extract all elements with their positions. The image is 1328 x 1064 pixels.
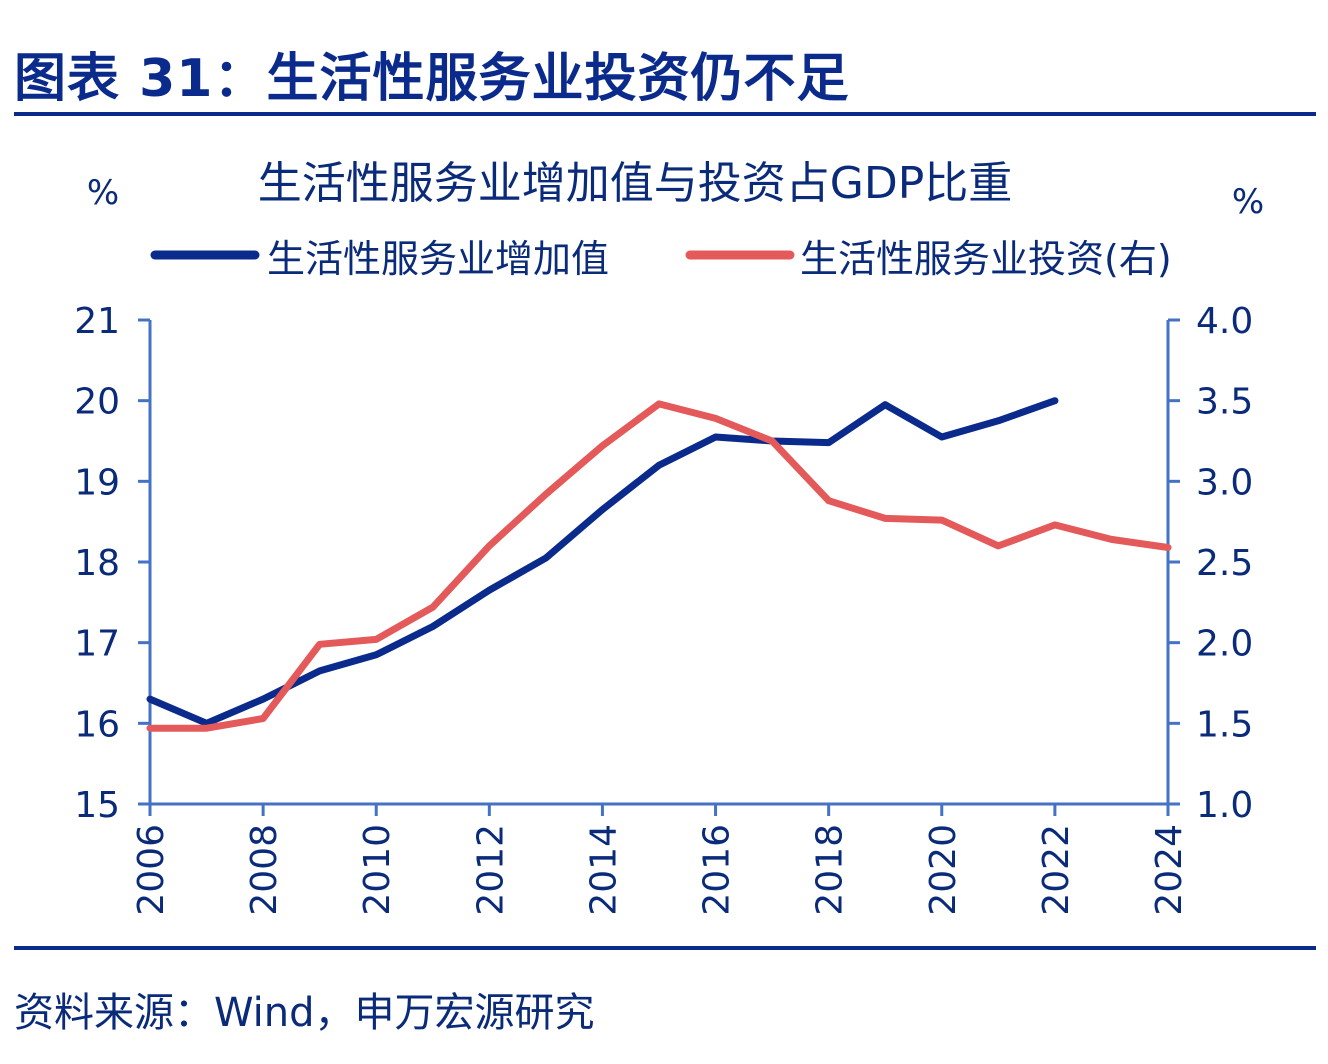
left-tick-label: 17 xyxy=(74,624,120,665)
left-tick-label: 19 xyxy=(74,462,120,503)
right-tick-label: 3.5 xyxy=(1196,382,1253,423)
data-point-investment xyxy=(655,400,663,408)
data-point-value-added xyxy=(486,587,493,594)
data-point-investment xyxy=(1108,536,1115,543)
axes: 15 16 17 18 19 20 21 1.0 1.5 2.0 2.5 3.0 3.5 4.0 2006 2… xyxy=(74,301,1253,916)
data-point-investment xyxy=(938,516,945,524)
legend: 生活性服务业增加值 生活性服务业投资(右) xyxy=(150,237,1172,281)
x-tick-label: 2010 xyxy=(357,824,398,916)
data-point-value-added xyxy=(712,433,719,441)
data-point-value-added xyxy=(429,623,436,630)
data-point-investment xyxy=(712,415,719,422)
data-point-value-added xyxy=(655,462,663,469)
left-tick-label: 16 xyxy=(74,704,120,745)
data-point-value-added xyxy=(542,554,550,562)
data-point-investment xyxy=(1164,544,1172,551)
data-point-investment xyxy=(203,725,210,732)
data-point-value-added xyxy=(825,439,832,446)
x-tick-label: 2022 xyxy=(1036,824,1077,916)
right-axis-unit: % xyxy=(1232,182,1264,222)
left-tick-label: 15 xyxy=(74,785,120,826)
x-tick-label: 2018 xyxy=(810,824,851,916)
data-point-investment xyxy=(768,437,776,445)
data-point-investment xyxy=(259,715,267,722)
figure-title: 图表 31：生活性服务业投资仍不足 xyxy=(14,49,850,109)
data-point-value-added xyxy=(146,695,154,703)
left-tick-label: 21 xyxy=(74,301,120,342)
data-point-investment xyxy=(542,491,550,498)
data-point-value-added xyxy=(882,401,889,408)
data-point-investment xyxy=(882,515,889,522)
x-tick-label: 2012 xyxy=(470,824,511,916)
data-point-investment xyxy=(146,725,154,732)
x-tick-label: 2024 xyxy=(1149,824,1190,916)
right-tick-label: 2.0 xyxy=(1196,624,1253,665)
x-tick-label: 2006 xyxy=(131,824,172,916)
data-point-value-added xyxy=(1051,397,1059,404)
data-point-investment xyxy=(599,442,606,449)
data-point-investment xyxy=(825,497,832,504)
series-layer xyxy=(146,397,1172,732)
data-point-investment xyxy=(429,604,436,611)
title-divider xyxy=(14,112,1316,116)
data-point-value-added xyxy=(316,667,323,675)
right-tick-label: 4.0 xyxy=(1196,301,1253,342)
data-point-investment xyxy=(1051,521,1059,529)
right-tick-label: 1.0 xyxy=(1196,785,1253,826)
legend-label-investment: 生活性服务业投资(右) xyxy=(800,237,1172,281)
x-tick-label: 2008 xyxy=(244,824,285,916)
chart-title: 生活性服务业增加值与投资占GDP比重 xyxy=(258,158,1013,209)
data-point-value-added xyxy=(599,506,606,513)
source-divider xyxy=(14,946,1316,950)
x-tick-label: 2016 xyxy=(697,824,738,916)
data-point-investment xyxy=(486,542,493,550)
left-tick-label: 18 xyxy=(74,543,120,584)
data-point-value-added xyxy=(259,695,267,703)
data-point-investment xyxy=(373,636,380,643)
data-point-investment xyxy=(995,542,1002,550)
data-point-investment xyxy=(316,641,323,648)
x-tick-label: 2014 xyxy=(583,824,624,916)
x-tick-label: 2020 xyxy=(923,824,964,916)
data-point-value-added xyxy=(938,433,945,441)
right-tick-label: 2.5 xyxy=(1196,543,1253,584)
data-point-value-added xyxy=(373,651,380,658)
source-note: 资料来源：Wind，申万宏源研究 xyxy=(14,990,595,1036)
left-axis-unit: % xyxy=(87,173,119,213)
right-tick-label: 1.5 xyxy=(1196,704,1253,745)
data-point-value-added xyxy=(995,417,1002,424)
legend-label-value-added: 生活性服务业增加值 xyxy=(267,237,609,281)
right-tick-label: 3.0 xyxy=(1196,462,1253,503)
left-tick-label: 20 xyxy=(74,382,120,423)
line-chart: 生活性服务业增加值与投资占GDP比重 % % 生活性服务业增加值 生活性服务业投… xyxy=(74,158,1264,916)
